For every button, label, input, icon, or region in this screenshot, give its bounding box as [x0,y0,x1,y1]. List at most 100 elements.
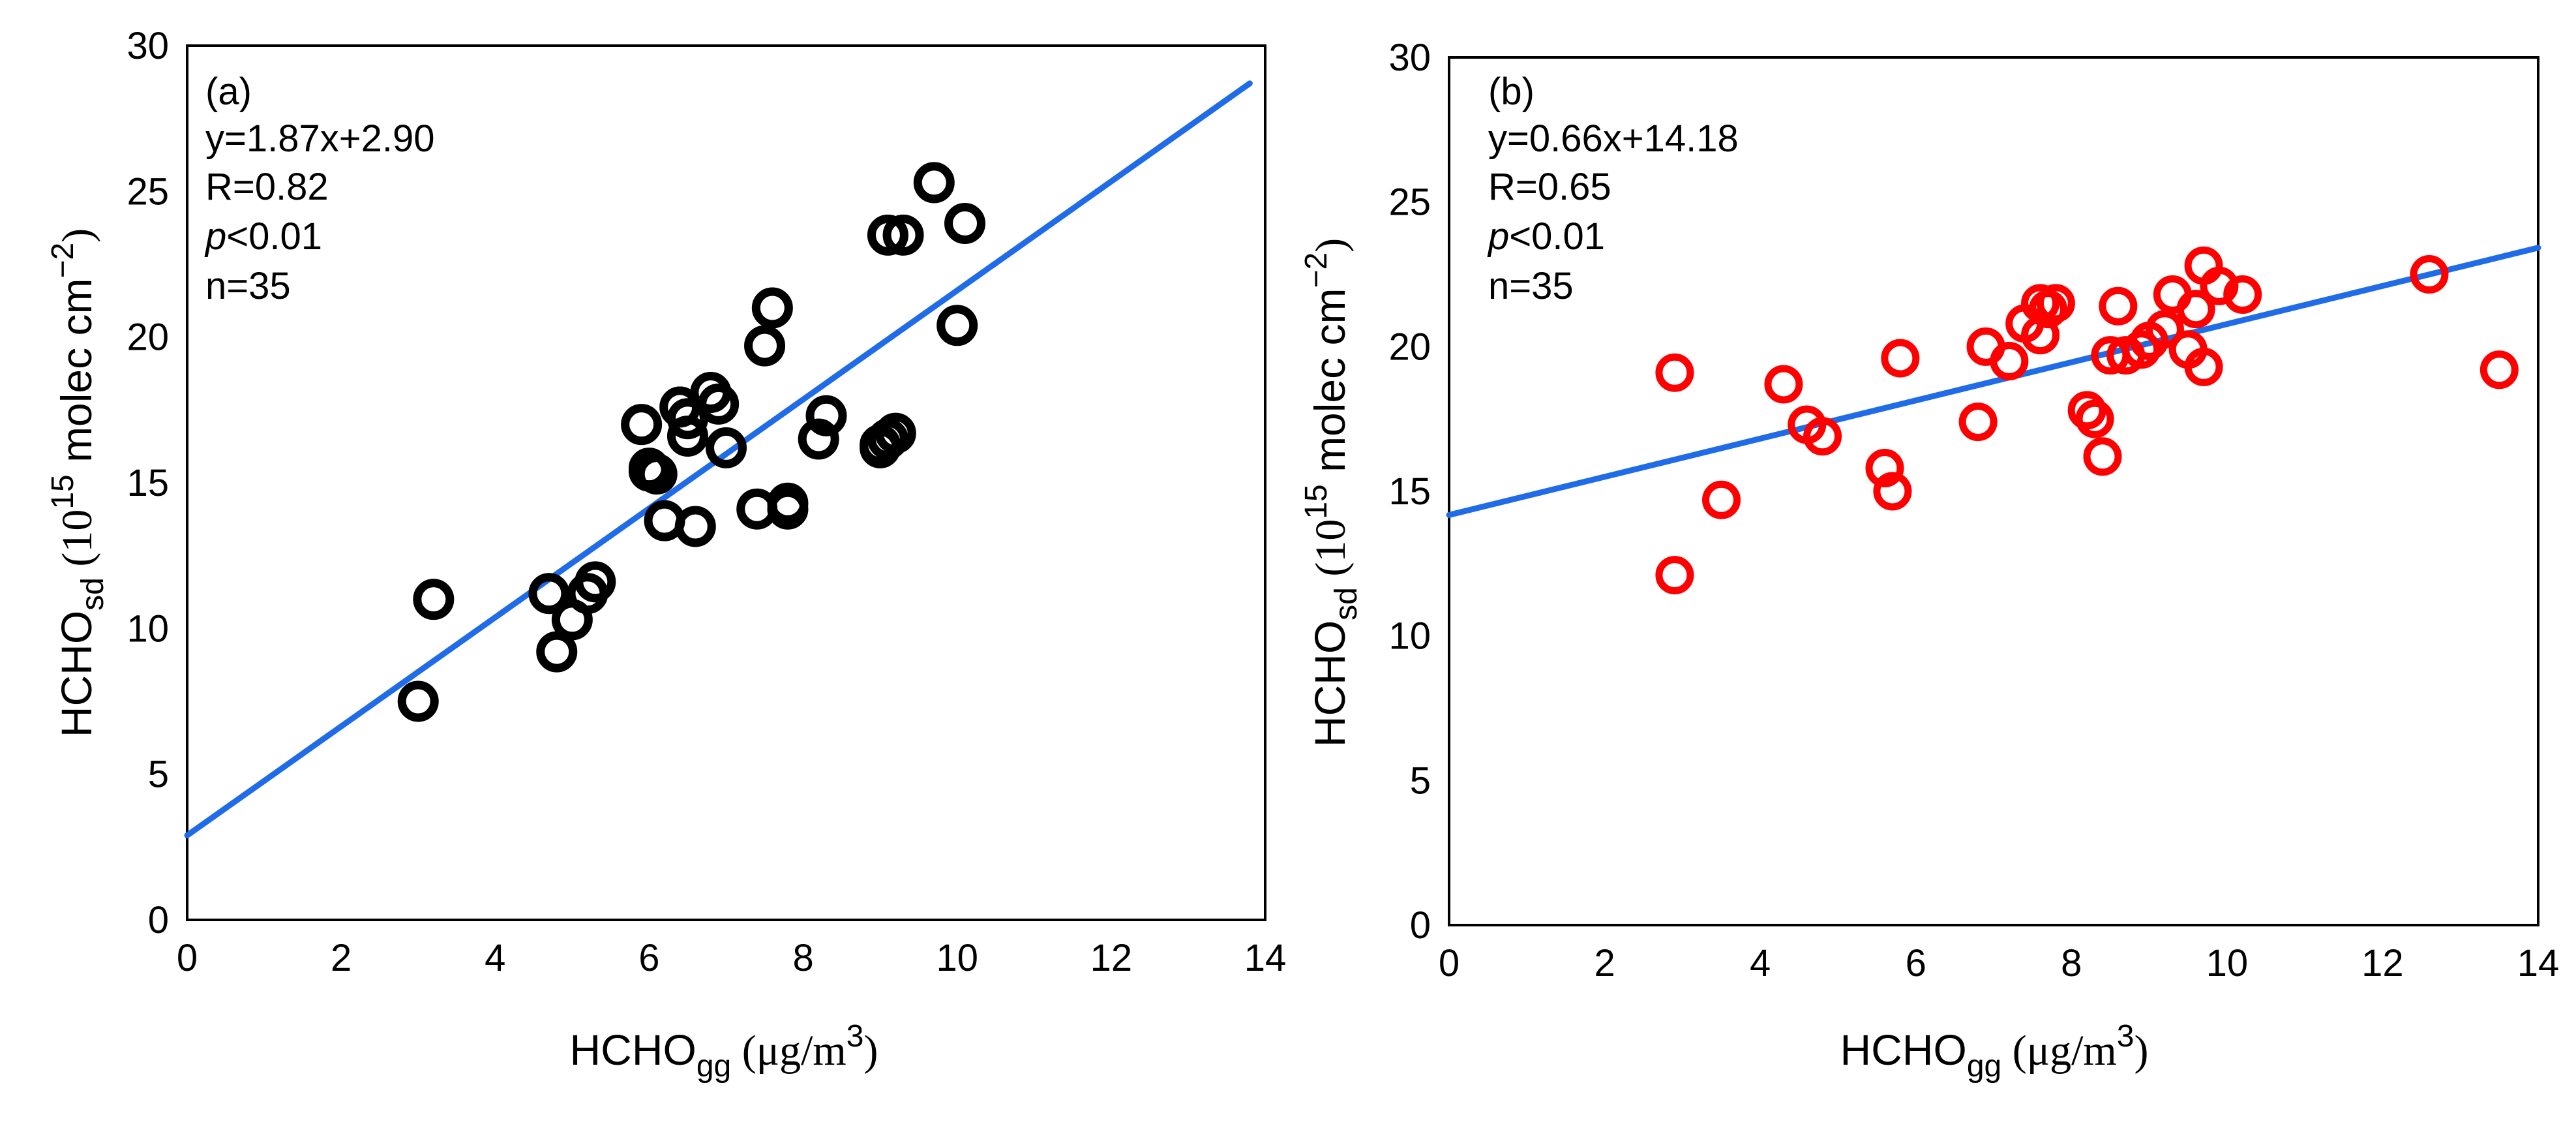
annotation-b: (b) y=0.66x+14.18 R=0.65 p<0.01 n=35 [1487,70,1739,307]
ylabel-b-main: HCHO [1306,620,1354,747]
point-b-5 [1803,417,1842,456]
tick-labels-a: 0 2 4 6 8 10 12 14 0 5 10 15 20 25 30 [127,25,1286,979]
xlabel-a-unit-close: ) [863,1027,878,1075]
point-a-0 [397,680,439,722]
trendline-b-group [1446,245,2541,518]
point-a-34 [628,450,670,492]
point-b-11 [1990,342,2029,380]
point-a-31 [936,305,978,346]
point-b-29 [2184,347,2223,386]
panel-a: 0 2 4 6 8 10 12 14 0 5 10 15 20 25 30 (a) y=1.87x+2.90… [46,25,1286,1084]
ylabel-a-sup: 15 [46,474,80,509]
y-tick-label-b-6: 30 [1388,37,1431,79]
points-a [397,162,986,722]
point-b-9 [1958,403,1998,442]
xlabel-a-sup: 3 [846,1019,864,1054]
y-tick-label-a-1: 5 [148,754,169,796]
annotation-a: (a) y=1.87x+2.90 R=0.82 p<0.01 n=35 [204,70,435,307]
xlabel-b-unit-close: ) [2134,1027,2148,1075]
x-tick-label-b-2: 4 [1750,942,1771,984]
trendline-b [1446,245,2541,518]
xlabel-a-main: HCHO [570,1026,696,1074]
x-tick-label-a-0: 0 [177,937,198,979]
plot-area-a-frame [186,44,1266,921]
x-tick-label-a-5: 10 [936,937,978,979]
point-a-1 [413,579,455,620]
point-b-34 [2479,350,2519,389]
y-tick-label-b-5: 25 [1388,181,1431,224]
xlabel-a-sub: gg [696,1049,731,1084]
ylabel-a-main: HCHO [52,611,100,737]
r-value-a: R=0.82 [205,166,329,208]
ylabel-b-sub: sd [1329,587,1364,620]
point-a-3 [536,631,578,673]
point-b-28 [2176,290,2215,329]
point-a-7 [621,404,663,446]
ylabel-b-sup2: −2 [1299,252,1334,288]
y-tick-label-a-3: 15 [127,462,169,504]
p-value-b-rest: <0.01 [1509,215,1605,258]
y-tick-label-b-3: 15 [1388,470,1431,513]
ylabel-b-mid: molec cm [1306,288,1354,485]
point-b-23 [2122,330,2161,369]
xlabel-b-main: HCHO [1840,1026,1967,1074]
point-b-32 [2223,275,2262,314]
x-axis-label-b: HCHOgg (μg/m3) [1840,1019,2149,1084]
x-tick-label-b-0: 0 [1439,942,1460,984]
ylabel-a-unit-open: (10 [53,510,101,577]
y-tick-label-a-2: 10 [127,607,169,650]
x-tick-label-b-4: 8 [2061,942,2082,984]
p-value-b: p<0.01 [1487,215,1605,258]
x-tick-label-a-3: 6 [638,937,659,979]
point-a-13 [666,416,708,457]
y-axis-label-b: HCHOsd (1015 molec cm−2) [1299,238,1364,747]
point-a-2 [528,573,570,615]
ylabel-b-unit-close: ) [1307,238,1355,252]
point-a-24 [805,395,847,436]
point-a-19 [744,325,786,367]
equation-b: y=0.66x+14.18 [1488,117,1739,160]
xlabel-b-unit-open: (μg/m [2001,1027,2117,1075]
point-a-30 [913,162,955,204]
point-a-28 [867,214,908,256]
point-a-17 [706,427,747,468]
x-tick-label-b-3: 6 [1906,942,1926,984]
x-axis-label-a: HCHOgg (μg/m3) [570,1019,878,1084]
x-tick-label-b-7: 14 [2517,942,2560,984]
x-tick-label-b-6: 12 [2361,942,2404,984]
y-tick-label-b-2: 10 [1388,615,1431,658]
point-a-20 [751,287,793,329]
ylabel-a-sup2: −2 [46,243,80,279]
point-b-19 [2083,437,2122,476]
y-tick-label-a-4: 20 [127,316,169,359]
point-a-33 [860,427,901,468]
point-b-17 [2067,391,2106,430]
n-value-b: n=35 [1488,265,1574,307]
points-b [1655,246,2519,595]
p-value-a-italic: p [204,215,226,258]
point-a-23 [798,418,839,460]
y-tick-label-b-0: 0 [1410,904,1431,947]
x-tick-label-a-4: 8 [792,937,813,979]
y-tick-label-a-5: 25 [127,170,169,213]
y-axis-label-a: HCHOsd (1015 molec cm−2) [46,228,110,737]
xlabel-a-unit-open: (μg/m [731,1027,846,1075]
panel-b: 0 2 4 6 8 10 12 14 0 5 10 15 20 25 30 (b) y=0.66x+14.1… [1299,37,2559,1084]
point-b-0 [1655,556,1694,595]
point-b-8 [1881,339,1920,378]
point-a-22 [767,488,809,530]
ylabel-b-sup: 15 [1299,484,1334,519]
n-value-a: n=35 [205,265,291,307]
point-b-2 [1702,480,1741,519]
x-tick-label-a-1: 2 [331,937,352,979]
y-tick-label-b-1: 5 [1410,759,1431,802]
ylabel-b-unit-open: (10 [1307,519,1355,587]
point-a-32 [944,202,986,244]
y-tick-label-b-4: 20 [1388,326,1431,368]
y-tick-label-a-6: 30 [127,25,169,67]
equation-a: y=1.87x+2.90 [205,117,435,160]
tick-labels-b: 0 2 4 6 8 10 12 14 0 5 10 15 20 25 30 [1388,37,2559,984]
